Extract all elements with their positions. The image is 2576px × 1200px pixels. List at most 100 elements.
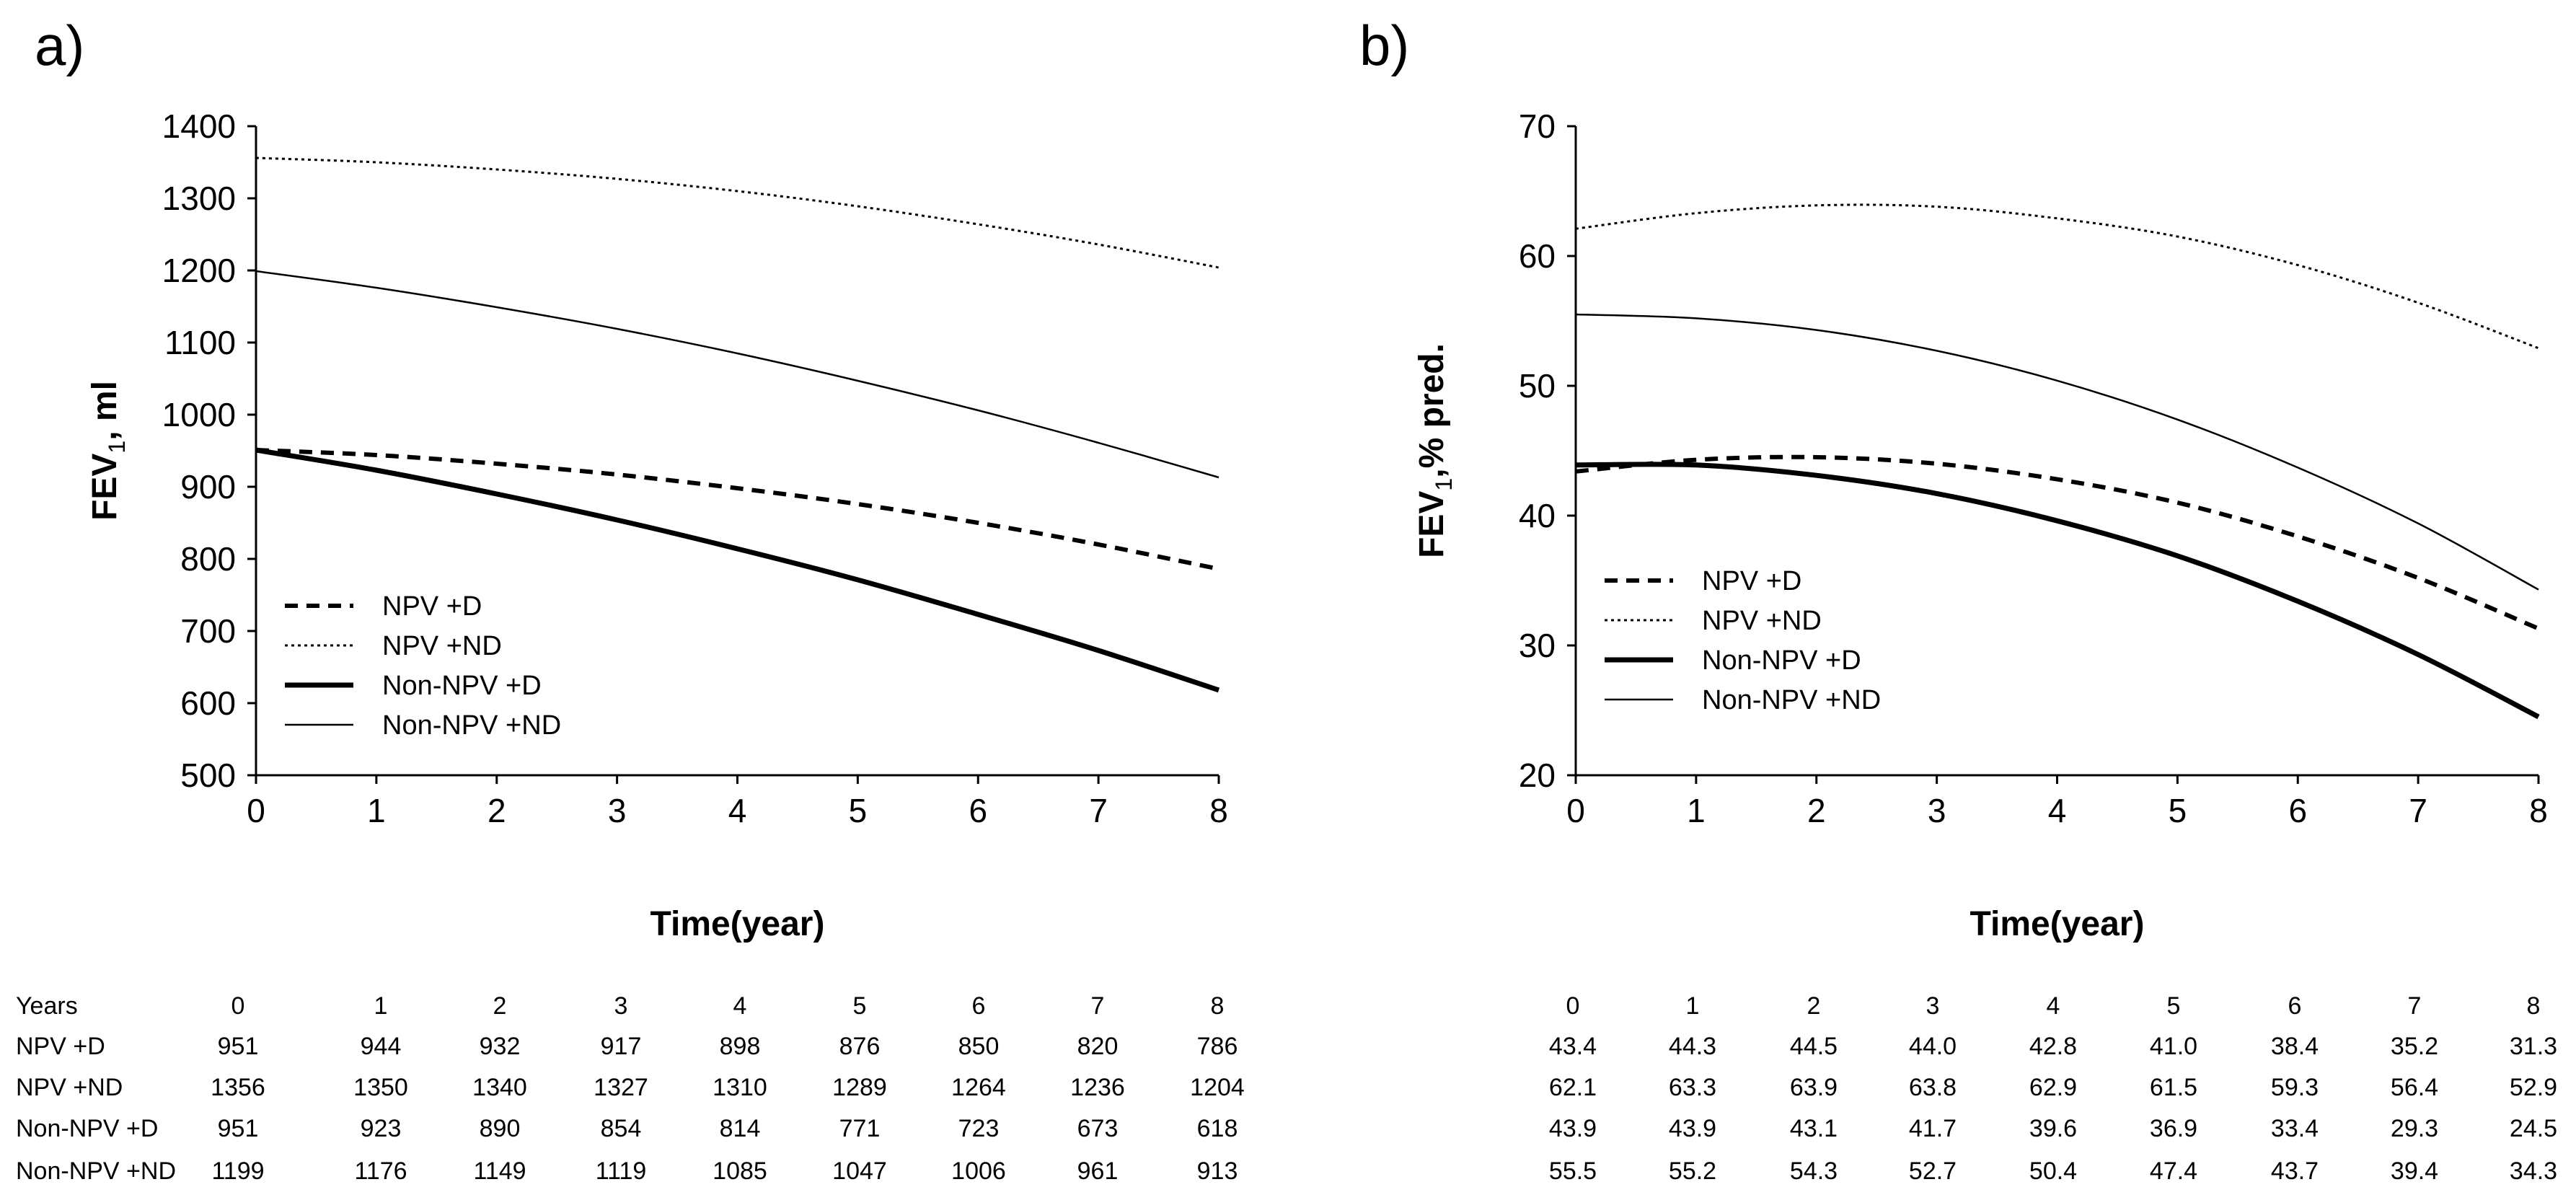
table-cell: 932 [480,1033,521,1060]
x-tick-label: 0 [247,792,265,829]
table-header-cell: 2 [493,992,507,1020]
table-cell: 63.3 [1669,1074,1716,1101]
table-cell: 43.7 [2271,1157,2319,1185]
y-axis-title-main: FEV [86,454,124,521]
x-tick-label: 3 [608,792,627,829]
table-cell: 43.9 [1669,1115,1716,1142]
table-cell: 1350 [353,1074,408,1101]
legend-label-non-npv-nd: Non-NPV +ND [1702,685,1881,715]
table-cell: 1085 [713,1157,767,1185]
table-cell: 944 [361,1033,402,1060]
table-cell: 1340 [472,1074,527,1101]
y-axis-title: FEV1, ml [86,381,130,521]
table-cell: 723 [958,1115,1000,1142]
table-header-cell: 4 [2047,992,2060,1020]
y-tick-label: 800 [180,540,236,578]
table-cell: 898 [720,1033,761,1060]
table-cell: 1006 [951,1157,1006,1185]
legend-label-npv-d: NPV +D [382,591,482,622]
table-cell: 63.8 [1909,1074,1957,1101]
table-cell: 39.6 [2029,1115,2077,1142]
x-axis-title: Time(year) [650,905,825,943]
table-header-cell: 5 [2167,992,2181,1020]
y-tick-label: 1200 [162,252,236,289]
x-tick-label: 1 [367,792,386,829]
table-cell: 961 [1077,1157,1119,1185]
table-cell: 786 [1197,1033,1238,1060]
panel-a-letter: a) [35,14,84,77]
x-tick-label: 5 [2169,792,2187,829]
y-axis-title: FEV1,% pred. [1413,343,1457,558]
table-header-cell: 3 [614,992,628,1020]
table-cell: 63.9 [1790,1074,1838,1101]
y-tick-label: 600 [180,684,236,722]
y-axis-title-rest: ,% pred. [1413,343,1451,478]
table-header-cell: 3 [1926,992,1940,1020]
table-cell: 673 [1077,1115,1119,1142]
table-cell: 850 [958,1033,1000,1060]
data-table: 0 1 2 3 4 5 6 7 8 43.4 44.3 44.5 44.0 42.8 41.0 38.4 35.… [1549,992,2557,1185]
table-cell: 1199 [211,1157,264,1185]
table-cell: 34.3 [2510,1157,2557,1185]
y-tick-label: 70 [1519,107,1556,145]
table-row-label: Non-NPV +ND [16,1157,176,1185]
x-tick-label: 8 [2529,792,2548,829]
table-cell: 42.8 [2029,1033,2077,1060]
table-cell: 951 [218,1115,259,1142]
x-axis-title: Time(year) [1970,905,2145,943]
series-line-npv-nd [255,156,1219,269]
series-line-non-npv-d [1575,462,2540,720]
table-cell: 35.2 [2391,1033,2438,1060]
x-tick-label: 2 [1807,792,1826,829]
table-cell: 923 [361,1115,402,1142]
table-cell: 814 [720,1115,761,1142]
x-tick-label: 3 [1928,792,1946,829]
table-cell: 913 [1197,1157,1238,1185]
series-line-npv-nd [1575,203,2539,350]
y-tick-label: 20 [1519,756,1556,794]
table-cell: 771 [839,1115,881,1142]
table-row-label: Non-NPV +D [16,1115,158,1142]
y-tick-label: 1000 [162,396,236,433]
table-cell: 59.3 [2271,1074,2319,1101]
y-tick-label: 30 [1519,627,1556,664]
y-axis-title-subscript: 1 [1431,478,1457,491]
table-cell: 820 [1077,1033,1119,1060]
table-cell: 1289 [832,1074,887,1101]
y-axis-title-rest: , ml [86,381,124,441]
table-cell: 39.4 [2391,1157,2438,1185]
legend-label-npv-d: NPV +D [1702,566,1801,596]
table-header-cell: 0 [1566,992,1580,1020]
table-header-cell: 6 [972,992,986,1020]
x-tick-label: 1 [1687,792,1706,829]
table-header-cell: 7 [1091,992,1105,1020]
y-tick-label: 1400 [162,107,236,145]
series-line-npv-d [255,448,1219,571]
table-header-cell: 2 [1807,992,1821,1020]
table-cell: 29.3 [2391,1115,2438,1142]
table-cell: 854 [601,1115,642,1142]
table-cell: 1356 [211,1074,265,1101]
table-cell: 47.4 [2150,1157,2197,1185]
y-axis-title-main: FEV [1413,491,1451,558]
table-row-label: NPV +D [16,1033,105,1060]
data-table: Years 0 1 2 3 4 5 6 7 8 NPV +D 951 944 932 917 898 876 85… [16,992,1245,1185]
table-cell: 1310 [713,1074,767,1101]
x-tick-label: 7 [1089,792,1108,829]
table-cell: 44.0 [1909,1033,1957,1060]
table-cell: 1204 [1190,1074,1245,1101]
table-cell: 31.3 [2510,1033,2557,1060]
legend-label-non-npv-d: Non-NPV +D [1702,645,1861,676]
series-line-npv-d [1575,454,2540,631]
series-line-non-npv-nd [1575,313,2539,591]
y-axis-title-subscript: 1 [104,441,130,454]
x-tick-label: 6 [2288,792,2307,829]
x-tick-label: 2 [488,792,506,829]
table-cell: 61.5 [2150,1074,2197,1101]
x-tick-label: 6 [969,792,987,829]
table-cell: 1119 [596,1157,647,1185]
table-header-cell: 1 [1686,992,1700,1020]
